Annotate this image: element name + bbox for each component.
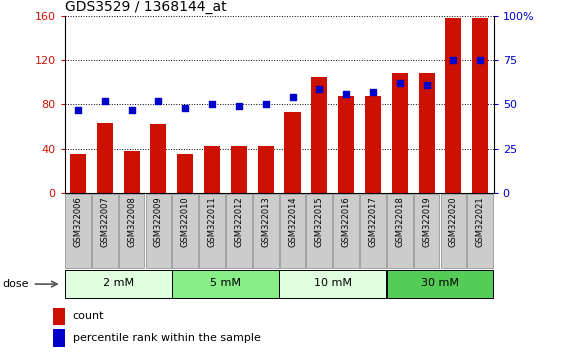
FancyBboxPatch shape	[145, 194, 171, 268]
Text: GSM322018: GSM322018	[396, 196, 404, 247]
Text: GSM322012: GSM322012	[234, 196, 243, 247]
FancyBboxPatch shape	[65, 270, 172, 298]
Bar	[392, 74, 408, 193]
Point	[181, 105, 190, 111]
Text: GSM322015: GSM322015	[315, 196, 324, 247]
Text: GSM322017: GSM322017	[369, 196, 378, 247]
Bar	[70, 154, 86, 193]
Text: GSM322008: GSM322008	[127, 196, 136, 247]
Bar	[96, 123, 113, 193]
FancyBboxPatch shape	[53, 329, 65, 347]
Text: GSM322021: GSM322021	[476, 196, 485, 247]
Text: GSM322011: GSM322011	[208, 196, 217, 247]
Bar	[365, 96, 381, 193]
FancyBboxPatch shape	[306, 194, 332, 268]
FancyBboxPatch shape	[226, 194, 252, 268]
Point	[100, 98, 109, 104]
Text: 2 mM: 2 mM	[103, 279, 134, 289]
FancyBboxPatch shape	[467, 194, 493, 268]
Bar	[177, 154, 193, 193]
FancyBboxPatch shape	[65, 194, 91, 268]
Text: GSM322010: GSM322010	[181, 196, 190, 247]
Point	[234, 103, 243, 109]
FancyBboxPatch shape	[53, 308, 65, 325]
FancyBboxPatch shape	[172, 194, 198, 268]
Point	[73, 107, 82, 113]
Bar	[419, 74, 435, 193]
Point	[127, 107, 136, 113]
Point	[315, 86, 324, 91]
Text: dose: dose	[3, 279, 29, 289]
Bar	[231, 147, 247, 193]
FancyBboxPatch shape	[360, 194, 386, 268]
Bar	[204, 147, 220, 193]
Point	[422, 82, 431, 88]
Text: GSM322020: GSM322020	[449, 196, 458, 247]
Text: percentile rank within the sample: percentile rank within the sample	[72, 333, 260, 343]
FancyBboxPatch shape	[414, 194, 439, 268]
Point	[449, 57, 458, 63]
FancyBboxPatch shape	[387, 194, 413, 268]
Point	[261, 102, 270, 107]
Text: 30 mM: 30 mM	[421, 279, 459, 289]
FancyBboxPatch shape	[279, 194, 305, 268]
Text: GSM322009: GSM322009	[154, 196, 163, 247]
Point	[288, 95, 297, 100]
Text: GSM322007: GSM322007	[100, 196, 109, 247]
Point	[369, 89, 378, 95]
Point	[396, 80, 404, 86]
Text: GSM322016: GSM322016	[342, 196, 351, 247]
FancyBboxPatch shape	[172, 270, 279, 298]
FancyBboxPatch shape	[279, 270, 386, 298]
Bar	[123, 151, 140, 193]
Text: GDS3529 / 1368144_at: GDS3529 / 1368144_at	[65, 0, 226, 13]
Bar	[445, 18, 462, 193]
Text: GSM322006: GSM322006	[73, 196, 82, 247]
Bar	[257, 147, 274, 193]
Bar	[338, 96, 354, 193]
FancyBboxPatch shape	[253, 194, 279, 268]
Point	[208, 102, 217, 107]
Text: 5 mM: 5 mM	[210, 279, 241, 289]
Point	[476, 57, 485, 63]
FancyBboxPatch shape	[119, 194, 144, 268]
Bar	[150, 124, 167, 193]
FancyBboxPatch shape	[199, 194, 225, 268]
Bar	[284, 112, 301, 193]
FancyBboxPatch shape	[333, 194, 359, 268]
Text: GSM322014: GSM322014	[288, 196, 297, 247]
FancyBboxPatch shape	[440, 194, 466, 268]
Text: count: count	[72, 312, 104, 321]
FancyBboxPatch shape	[387, 270, 494, 298]
Bar	[311, 77, 328, 193]
Point	[342, 91, 351, 97]
Bar	[472, 18, 488, 193]
FancyBboxPatch shape	[92, 194, 118, 268]
Text: GSM322019: GSM322019	[422, 196, 431, 247]
Point	[154, 98, 163, 104]
Text: GSM322013: GSM322013	[261, 196, 270, 247]
Text: 10 mM: 10 mM	[314, 279, 352, 289]
